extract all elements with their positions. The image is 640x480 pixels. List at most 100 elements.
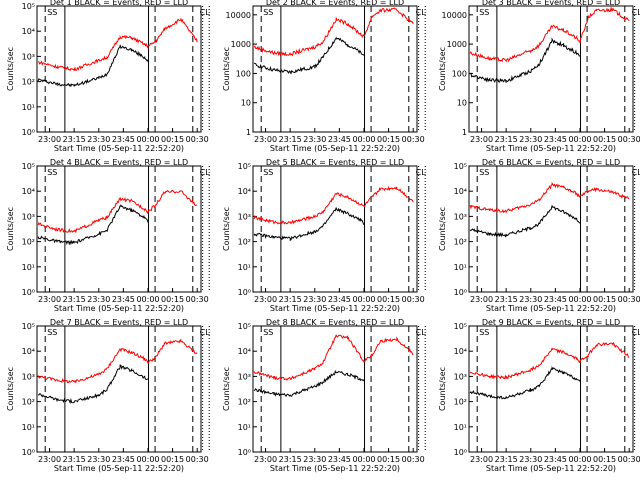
p3-cl-label: CL (632, 8, 640, 17)
p4-series-lld (37, 189, 198, 234)
p1-x-tick-label: 23:15 (63, 135, 86, 144)
p4-series-events (37, 204, 149, 246)
p5-x-tick-label: 00:00 (352, 295, 375, 304)
p5-x-tick-label: 00:30 (402, 295, 425, 304)
p7-x-tick-label: 00:00 (136, 455, 159, 464)
p1-y-tick-label: 10⁴ (22, 27, 35, 36)
p5-x-tick-label: 23:15 (279, 295, 302, 304)
p6-plot-frame (468, 165, 634, 293)
p7-y-tick-label: 10⁰ (22, 448, 35, 457)
p8-y-tick-label: 10² (238, 398, 251, 407)
p7-title: Det 7 BLACK = Events, RED = LLD (50, 318, 188, 327)
p5-y-tick-label: 10⁰ (238, 288, 251, 297)
p5-y-tick-label: 10³ (238, 212, 251, 221)
p1-series-events (37, 44, 149, 88)
p8-x-tick-label: 23:15 (279, 455, 302, 464)
p3-y-axis-label: Counts/sec (438, 47, 447, 91)
p8-y-tick-label: 10⁰ (238, 448, 251, 457)
p9-x-axis-label: Start Time (05-Sep-11 22:52:20) (486, 464, 616, 473)
p4-y-tick-label: 10¹ (22, 263, 35, 272)
p2-x-tick-label: 00:15 (377, 135, 400, 144)
p2-y-tick-label: 10000 (226, 11, 251, 20)
p5-series-events (253, 207, 365, 242)
p3-ss-label: SS (479, 8, 489, 17)
p1-x-tick-label: 23:30 (87, 135, 110, 144)
p4-x-tick-label: 00:00 (136, 295, 159, 304)
p9-y-tick-label: 10⁰ (454, 448, 467, 457)
p9-x-tick-label: 00:30 (618, 455, 640, 464)
p1-y-tick-label: 10³ (22, 52, 35, 61)
p2-x-tick-label: 23:30 (303, 135, 326, 144)
p1-x-tick-label: 23:45 (112, 135, 135, 144)
p9-x-tick-label: 00:15 (593, 455, 616, 464)
p1-x-tick-label: 00:30 (186, 135, 209, 144)
p9-y-tick-label: 10⁴ (454, 347, 467, 356)
p2-y-tick-label: 1000 (231, 40, 251, 49)
p6-x-tick-label: 23:45 (544, 295, 567, 304)
p4-y-tick-label: 10⁰ (22, 288, 35, 297)
p4-ss-label: SS (47, 168, 57, 177)
p6-y-tick-label: 10⁰ (454, 288, 467, 297)
p6-y-tick-label: 10⁵ (454, 162, 467, 171)
p8-y-tick-label: 10⁵ (238, 322, 251, 331)
p8-x-tick-label: 23:45 (328, 455, 351, 464)
p3-y-tick-label: 100 (452, 69, 467, 78)
p9-x-tick-label: 23:45 (544, 455, 567, 464)
p8-y-tick-label: 10¹ (238, 423, 251, 432)
p5-x-tick-label: 00:15 (377, 295, 400, 304)
p8-y-tick-label: 10³ (238, 372, 251, 381)
p6-x-tick-label: 00:00 (568, 295, 591, 304)
p6-series-events (469, 205, 581, 238)
p6-x-tick-label: 23:00 (470, 295, 493, 304)
p6-x-axis-label: Start Time (05-Sep-11 22:52:20) (486, 304, 616, 313)
p5-y-tick-label: 10¹ (238, 263, 251, 272)
p5-y-tick-label: 10² (238, 238, 251, 247)
p2-ss-label: SS (263, 8, 273, 17)
p8-y-tick-label: 10⁴ (238, 347, 251, 356)
p3-plot-frame (468, 5, 634, 133)
p2-y-axis-label: Counts/sec (222, 47, 231, 91)
p4-y-tick-label: 10⁵ (22, 162, 35, 171)
p3-y-tick-label: 10000 (442, 11, 467, 20)
p1-cl-label: CL (200, 8, 211, 17)
p6-x-tick-label: 00:30 (618, 295, 640, 304)
p9-y-tick-label: 10¹ (454, 423, 467, 432)
p9-x-tick-label: 23:00 (470, 455, 493, 464)
p9-series-events (469, 365, 581, 400)
p7-x-tick-label: 23:00 (38, 455, 61, 464)
p8-plot-frame (252, 325, 418, 453)
p9-y-axis-label: Counts/sec (438, 367, 447, 411)
p9-ss-label: SS (479, 328, 489, 337)
p5-ss-label: SS (263, 168, 273, 177)
p2-series-events (253, 36, 365, 75)
p1-y-tick-label: 10⁵ (22, 2, 35, 11)
p4-cl-label: CL (200, 168, 211, 177)
p1-x-axis-label: Start Time (05-Sep-11 22:52:20) (54, 144, 184, 153)
p1-x-tick-label: 23:00 (38, 135, 61, 144)
p3-x-tick-label: 23:30 (519, 135, 542, 144)
p5-x-tick-label: 23:30 (303, 295, 326, 304)
p3-title: Det 3 BLACK = Events, RED = LLD (482, 0, 620, 7)
p2-x-axis-label: Start Time (05-Sep-11 22:52:20) (270, 144, 400, 153)
p8-x-tick-label: 23:30 (303, 455, 326, 464)
p2-plot-frame (252, 5, 418, 133)
p3-y-tick-label: 1 (462, 128, 467, 137)
p7-series-events (37, 364, 149, 405)
p2-cl-label: CL (416, 8, 427, 17)
p9-x-tick-label: 00:00 (568, 455, 591, 464)
p3-x-tick-label: 00:15 (593, 135, 616, 144)
p4-y-axis-label: Counts/sec (6, 207, 15, 251)
p8-x-axis-label: Start Time (05-Sep-11 22:52:20) (270, 464, 400, 473)
p7-y-tick-label: 10⁵ (22, 322, 35, 331)
p9-y-tick-label: 10² (454, 398, 467, 407)
p5-plot-frame (252, 165, 418, 293)
p6-x-tick-label: 23:15 (495, 295, 518, 304)
p7-y-tick-label: 10² (22, 398, 35, 407)
p9-y-tick-label: 10⁵ (454, 322, 467, 331)
p8-x-tick-label: 00:15 (377, 455, 400, 464)
p8-x-tick-label: 23:00 (254, 455, 277, 464)
p6-y-tick-label: 10¹ (454, 263, 467, 272)
p7-series-lld (37, 338, 198, 384)
p1-y-tick-label: 10² (22, 78, 35, 87)
